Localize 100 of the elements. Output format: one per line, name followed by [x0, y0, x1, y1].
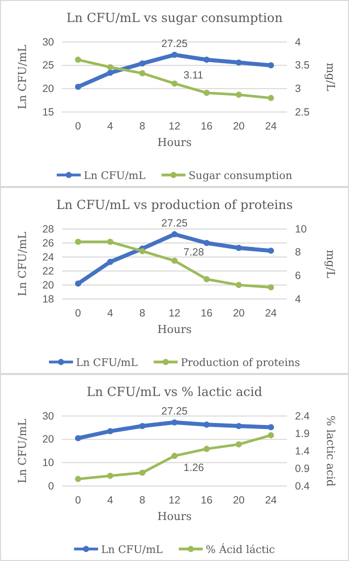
y-tick-label: 0	[48, 480, 54, 492]
y2-tick-label: 0.4	[295, 480, 310, 492]
x-tick-label: 16	[200, 307, 213, 320]
point	[204, 90, 210, 96]
point	[204, 276, 210, 282]
x-axis-title: Hours	[157, 323, 192, 336]
legend-label: % Ácid láctic	[206, 543, 276, 556]
x-tick-label: 16	[200, 494, 213, 506]
point	[171, 52, 178, 58]
y-tick-label: 25	[42, 60, 54, 72]
point	[236, 92, 242, 98]
point	[139, 248, 146, 254]
y2-tick-label: 8	[295, 246, 301, 259]
point	[139, 60, 146, 67]
y2-tick-label: 3	[295, 83, 301, 96]
y-axis-title: Ln CFU/mL	[16, 44, 29, 110]
y-tick-label: 24	[42, 251, 54, 264]
point	[171, 452, 178, 459]
point	[268, 424, 274, 430]
point	[268, 62, 274, 68]
y-axis-title: Ln CFU/mL	[16, 230, 29, 296]
y-axis-title: Ln CFU/mL	[16, 418, 29, 484]
point	[74, 84, 82, 90]
x-tick-label: 4	[107, 120, 114, 132]
point	[171, 231, 178, 238]
point	[107, 70, 114, 76]
x-tick-label: 4	[107, 307, 114, 320]
point	[74, 56, 82, 63]
data-label: 27.25	[161, 38, 188, 50]
point	[139, 70, 146, 76]
data-label: 3.11	[184, 70, 204, 82]
y2-tick-label: 4	[295, 36, 301, 48]
y-tick-label: 20	[42, 83, 54, 96]
point	[107, 238, 114, 245]
y-tick-label: 30	[42, 410, 54, 422]
x-tick-label: 4	[107, 494, 114, 506]
point	[204, 446, 210, 452]
x-tick-label: 24	[265, 494, 277, 506]
y-tick-label: 28	[42, 223, 54, 236]
y2-axis-title: % lactic acid	[324, 415, 337, 487]
point	[74, 435, 82, 442]
y2-axis-title: mg/L	[324, 250, 337, 279]
y-tick-label: 20	[42, 434, 54, 446]
point	[204, 56, 210, 63]
y-tick-label: 18	[42, 293, 54, 306]
data-label: 27.25	[161, 405, 188, 418]
x-tick-label: 20	[232, 120, 245, 132]
point	[268, 284, 274, 290]
legend-label: Ln CFU/mL	[84, 170, 146, 182]
point	[268, 432, 274, 438]
point	[107, 428, 114, 434]
y-tick-label: 30	[42, 36, 54, 48]
x-axis-title: Hours	[157, 510, 192, 523]
data-label: 7.28	[184, 246, 204, 259]
point	[204, 240, 210, 246]
y2-tick-label: 1.4	[295, 445, 310, 458]
x-tick-label: 8	[139, 494, 146, 506]
y2-tick-label: 10	[295, 223, 307, 236]
y2-axis-title: mg/L	[324, 62, 337, 92]
x-tick-label: 0	[75, 494, 82, 506]
legend-label: Ln CFU/mL	[101, 544, 163, 556]
y-tick-label: 15	[42, 106, 54, 118]
x-tick-label: 24	[265, 120, 277, 132]
x-tick-label: 12	[168, 120, 180, 132]
point	[268, 248, 274, 254]
data-label: 27.25	[161, 217, 188, 230]
point	[74, 280, 82, 287]
y2-tick-label: 6	[295, 270, 301, 282]
legend-label: Ln CFU/mL	[76, 357, 138, 369]
point	[171, 419, 178, 426]
chart-title: Ln CFU/mL vs sugar consumption	[66, 10, 283, 25]
data-label: 1.26	[184, 462, 204, 474]
y2-tick-label: 1.9	[295, 428, 310, 440]
point	[171, 258, 178, 264]
y2-tick-label: 0.9	[295, 462, 310, 475]
chart-title: Ln CFU/mL vs production of proteins	[56, 197, 293, 212]
point	[236, 282, 242, 288]
point	[107, 472, 114, 479]
x-tick-label: 8	[139, 120, 146, 132]
x-tick-label: 20	[232, 307, 245, 320]
point	[74, 476, 82, 482]
x-axis-title: Hours	[157, 136, 192, 149]
point	[139, 470, 146, 476]
point	[236, 244, 242, 251]
y-tick-label: 22	[42, 265, 54, 278]
point	[74, 238, 82, 245]
point	[236, 441, 242, 448]
y-tick-label: 20	[42, 279, 54, 292]
y2-tick-label: 3.5	[295, 60, 310, 72]
y2-tick-label: 2.4	[295, 410, 310, 422]
x-tick-label: 0	[75, 307, 82, 320]
y2-tick-label: 4	[295, 293, 301, 306]
legend-label: Production of proteins	[180, 357, 300, 369]
y-tick-label: 26	[42, 237, 54, 250]
y-tick-label: 10	[42, 457, 54, 470]
x-tick-label: 12	[168, 307, 180, 320]
legend-label: Sugar consumption	[188, 170, 292, 182]
point	[171, 80, 178, 87]
point	[236, 59, 242, 66]
point	[236, 422, 242, 430]
